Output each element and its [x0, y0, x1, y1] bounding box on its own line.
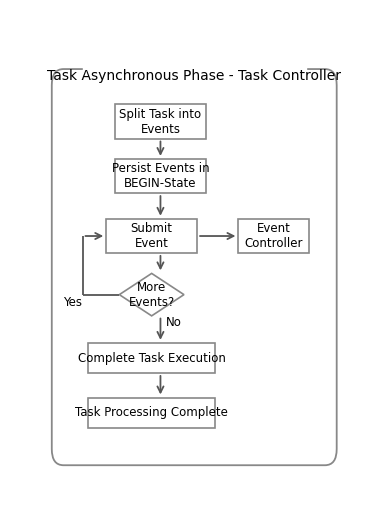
FancyBboxPatch shape	[115, 104, 206, 139]
FancyBboxPatch shape	[238, 219, 309, 253]
Text: No: No	[166, 316, 182, 329]
Text: More
Events?: More Events?	[128, 281, 175, 309]
Text: Task Processing Complete: Task Processing Complete	[75, 406, 228, 419]
Text: Event
Controller: Event Controller	[244, 222, 303, 250]
FancyBboxPatch shape	[106, 219, 197, 253]
Text: Split Task into
Events: Split Task into Events	[119, 108, 202, 135]
FancyBboxPatch shape	[88, 343, 215, 373]
FancyBboxPatch shape	[52, 69, 337, 465]
Text: Task Asynchronous Phase - Task Controller: Task Asynchronous Phase - Task Controlle…	[47, 69, 341, 83]
Text: Complete Task Execution: Complete Task Execution	[78, 352, 226, 364]
Bar	[83, 66, 306, 81]
Text: Yes: Yes	[64, 296, 83, 309]
FancyBboxPatch shape	[115, 159, 206, 193]
FancyBboxPatch shape	[88, 397, 215, 428]
Polygon shape	[119, 274, 184, 316]
Text: Submit
Event: Submit Event	[131, 222, 173, 250]
Text: Persist Events in
BEGIN-State: Persist Events in BEGIN-State	[112, 162, 209, 190]
